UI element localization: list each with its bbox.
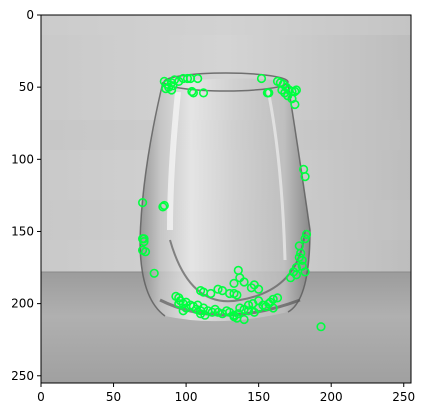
keypoint-marker	[158, 202, 168, 212]
keypoint-marker	[174, 299, 184, 309]
keypoint-marker	[300, 172, 310, 182]
keypoint-marker	[206, 288, 216, 299]
keypoint-marker	[254, 284, 264, 294]
keypoint-marker	[294, 252, 304, 262]
keypoint-marker	[138, 198, 148, 208]
y-tick-label: 100	[11, 152, 34, 166]
y-axis: 0 50 100 150 200 250	[11, 8, 41, 383]
keypoint-marker	[167, 85, 177, 95]
keypoint-marker	[239, 314, 249, 325]
keypoint-marker	[262, 88, 273, 98]
y-tick-label: 150	[11, 224, 34, 238]
keypoint-marker	[169, 75, 180, 85]
keypoint-marker	[138, 234, 148, 244]
keypoint-marker	[159, 200, 169, 211]
keypoint-marker	[210, 304, 220, 315]
keypoint-marker	[239, 277, 249, 287]
keypoint-marker	[256, 73, 267, 84]
keypoint-marker	[187, 86, 197, 97]
keypoint-marker	[182, 73, 193, 84]
keypoint-marker	[243, 300, 254, 310]
x-axis: 0 50 100 150 200 250	[37, 383, 415, 404]
keypoint-marker	[268, 303, 278, 313]
y-tick-label: 250	[11, 369, 34, 383]
x-tick-label: 50	[106, 390, 121, 404]
x-tick-label: 100	[175, 390, 198, 404]
keypoint-marker	[213, 307, 223, 317]
keypoint-marker	[188, 88, 198, 98]
marker-layer	[138, 73, 326, 332]
keypoint-marker	[207, 307, 217, 317]
keypoint-marker	[235, 303, 245, 313]
keypoint-marker	[291, 85, 302, 95]
keypoint-marker	[168, 81, 178, 91]
x-tick-label: 150	[247, 390, 270, 404]
keypoint-marker	[286, 273, 296, 283]
keypoint-marker	[213, 284, 223, 294]
keypoint-marker	[258, 300, 268, 310]
keypoint-marker	[280, 88, 290, 98]
keypoint-marker	[290, 99, 300, 110]
keypoint-marker	[301, 229, 312, 239]
keypoint-marker	[229, 278, 239, 289]
keypoint-marker	[278, 79, 288, 89]
keypoint-marker	[232, 290, 242, 300]
y-tick-label: 200	[11, 297, 34, 311]
plot-frame	[40, 14, 412, 384]
x-tick-label: 0	[37, 390, 45, 404]
keypoint-marker	[149, 268, 159, 278]
keypoint-marker	[277, 85, 287, 95]
keypoint-marker	[196, 309, 206, 319]
keypoint-marker	[198, 88, 209, 98]
wine-glass	[139, 72, 311, 322]
keypoint-marker	[316, 322, 326, 332]
keypoint-marker	[193, 73, 203, 84]
keypoint-marker	[297, 255, 307, 265]
x-tick-label: 250	[392, 390, 415, 404]
y-tick-label: 50	[19, 80, 34, 94]
keypoint-marker	[193, 300, 203, 310]
keypoint-marker	[300, 267, 310, 277]
y-tick-label: 0	[26, 8, 34, 22]
keypoint-marker	[300, 234, 310, 244]
keypoint-marker	[243, 306, 254, 316]
x-tick-label: 200	[320, 390, 343, 404]
keypoint-marker	[138, 245, 148, 255]
background-photo	[41, 15, 411, 383]
keypoint-marker	[178, 306, 188, 316]
keypoint-marker	[272, 293, 283, 303]
